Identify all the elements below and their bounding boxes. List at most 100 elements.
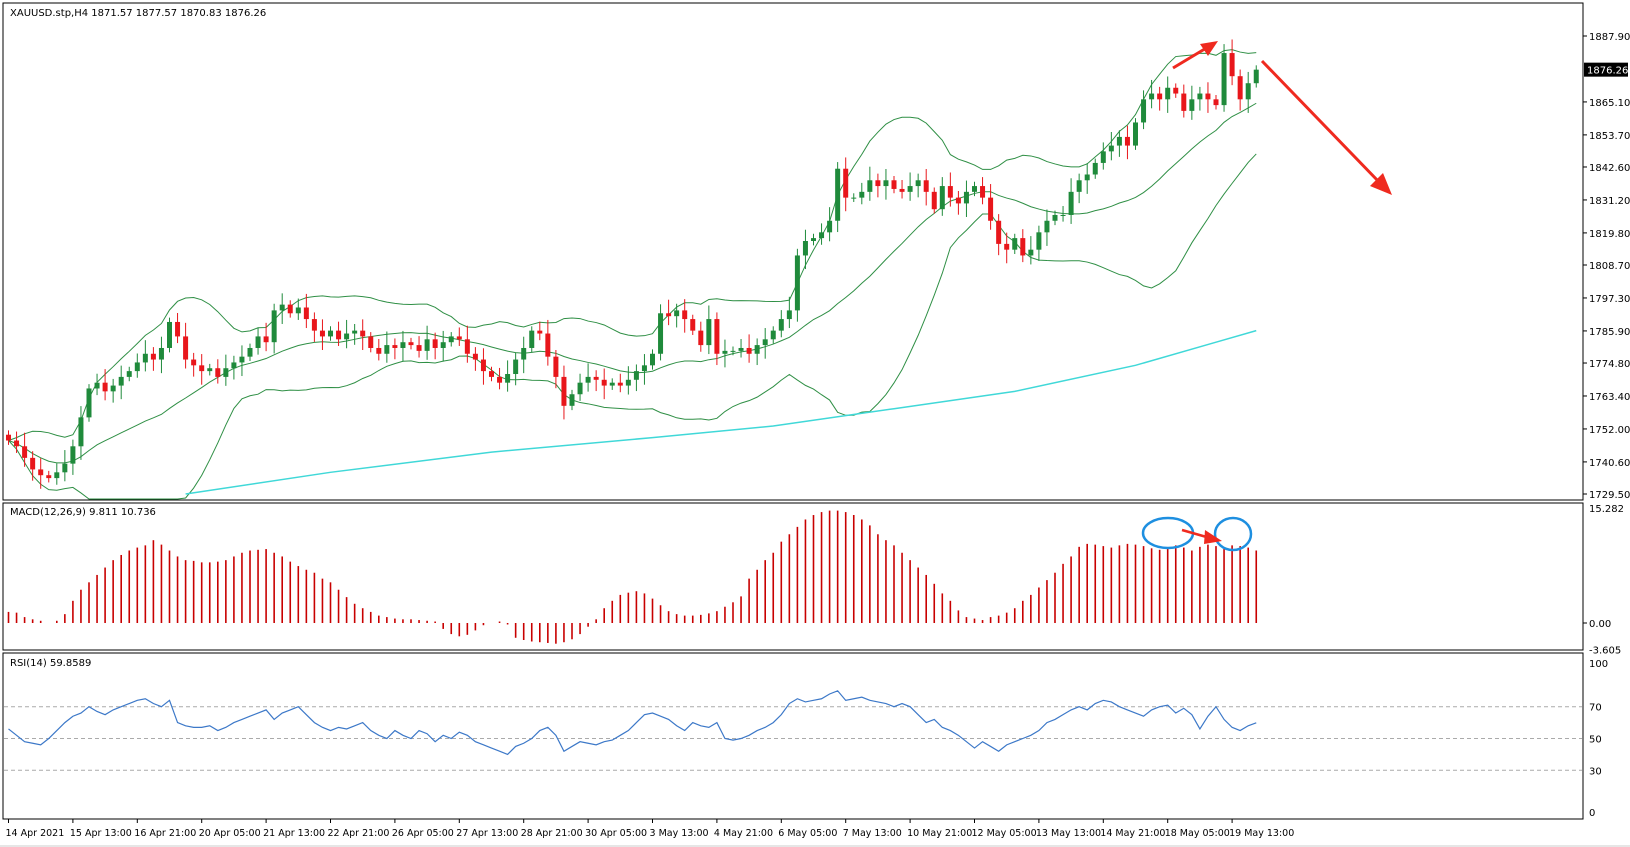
- candle-body: [110, 385, 116, 392]
- candle: [1133, 118, 1138, 150]
- candle-body: [1173, 87, 1179, 94]
- candle-body: [867, 180, 873, 192]
- time-label: 20 Apr 05:00: [199, 828, 261, 839]
- candle-body: [287, 304, 293, 314]
- candle: [609, 378, 615, 390]
- candle: [392, 338, 398, 360]
- candle-body: [577, 382, 583, 395]
- macd-label: MACD(12,26,9) 9.811 10.736: [10, 507, 156, 518]
- macd-tick-label: 0.00: [1589, 619, 1611, 630]
- arrow-up-annotation: [1172, 45, 1209, 70]
- candle-body: [1245, 83, 1251, 100]
- candle: [400, 330, 406, 362]
- candle-body: [883, 180, 889, 187]
- candle-body: [1052, 214, 1058, 221]
- candle: [223, 354, 229, 386]
- candle-body: [319, 330, 325, 337]
- candle: [1076, 173, 1082, 204]
- candle: [883, 169, 889, 200]
- candle-body: [183, 336, 189, 360]
- candle: [996, 214, 1002, 256]
- candle: [424, 325, 430, 360]
- rsi-pane[interactable]: [2, 652, 1584, 820]
- candle-body: [1084, 174, 1090, 181]
- candle: [263, 322, 269, 352]
- candle: [384, 331, 390, 363]
- candle-body: [988, 197, 994, 221]
- candle: [1181, 84, 1187, 118]
- price-tick-label: 1797.30: [1589, 294, 1630, 305]
- candle-body: [30, 457, 36, 470]
- candle: [191, 352, 197, 377]
- candle-body: [167, 321, 172, 348]
- price-tick-label: 1740.60: [1589, 458, 1630, 469]
- chart-title: XAUUSD.stp,H4 1871.57 1877.57 1870.83 18…: [10, 8, 266, 19]
- candle-body: [650, 353, 655, 366]
- candle-body: [625, 379, 631, 386]
- candle-body: [408, 342, 414, 346]
- candle: [851, 193, 857, 202]
- candle-body: [456, 336, 462, 340]
- candle-body: [303, 307, 309, 320]
- candle: [271, 303, 277, 354]
- candle: [1197, 86, 1203, 111]
- candle-body: [569, 394, 575, 406]
- candle-body: [352, 330, 358, 334]
- candle: [1116, 130, 1122, 157]
- candle-body: [464, 339, 470, 354]
- candle-body: [448, 336, 454, 343]
- candle-body: [480, 359, 486, 372]
- candle-body: [360, 330, 366, 337]
- time-label: 7 May 13:00: [843, 828, 902, 839]
- candle: [666, 299, 672, 326]
- candle: [142, 340, 148, 372]
- candle-body: [1020, 238, 1026, 256]
- candle-body: [54, 472, 60, 479]
- candle-body: [762, 339, 768, 346]
- candle: [1165, 76, 1171, 113]
- candle-body: [770, 330, 776, 340]
- candle: [529, 326, 535, 353]
- price-tick-label: 1819.80: [1589, 229, 1630, 240]
- candle-body: [86, 388, 92, 418]
- candle-body: [1181, 93, 1187, 111]
- candle-body: [1141, 99, 1147, 123]
- moving-average-line: [185, 329, 1257, 495]
- candle: [738, 339, 744, 358]
- candle: [899, 179, 905, 199]
- candle: [1149, 79, 1155, 109]
- candle-body: [690, 319, 696, 331]
- candle: [802, 229, 808, 270]
- main-pane[interactable]: [2, 2, 1584, 501]
- candle-body: [996, 220, 1002, 244]
- candle: [126, 366, 132, 382]
- macd-pane[interactable]: [2, 502, 1584, 651]
- candle-body: [1076, 180, 1082, 192]
- candle-body: [1189, 99, 1195, 111]
- candle-body: [1133, 122, 1138, 146]
- candle: [1253, 65, 1259, 88]
- candle-body: [134, 362, 140, 372]
- candle: [158, 336, 164, 374]
- candle: [521, 336, 527, 374]
- candle-body: [802, 241, 808, 256]
- arrow-down-head-icon: [1370, 173, 1392, 195]
- bollinger-lower: [8, 153, 1257, 500]
- candle-body: [1108, 145, 1114, 152]
- candle: [963, 180, 969, 218]
- time-label: 15 Apr 13:00: [70, 828, 132, 839]
- price-tick-label: 1865.10: [1589, 98, 1630, 109]
- candle: [336, 321, 342, 346]
- candle-body: [617, 382, 623, 386]
- candle: [722, 339, 728, 368]
- candle-body: [674, 310, 680, 317]
- candle-body: [1116, 136, 1122, 146]
- candle: [167, 317, 172, 353]
- candle: [633, 364, 639, 392]
- candle: [78, 406, 84, 460]
- candle-body: [376, 347, 382, 354]
- candle: [706, 305, 712, 355]
- time-label: 10 May 21:00: [907, 828, 972, 839]
- candle-body: [835, 168, 841, 221]
